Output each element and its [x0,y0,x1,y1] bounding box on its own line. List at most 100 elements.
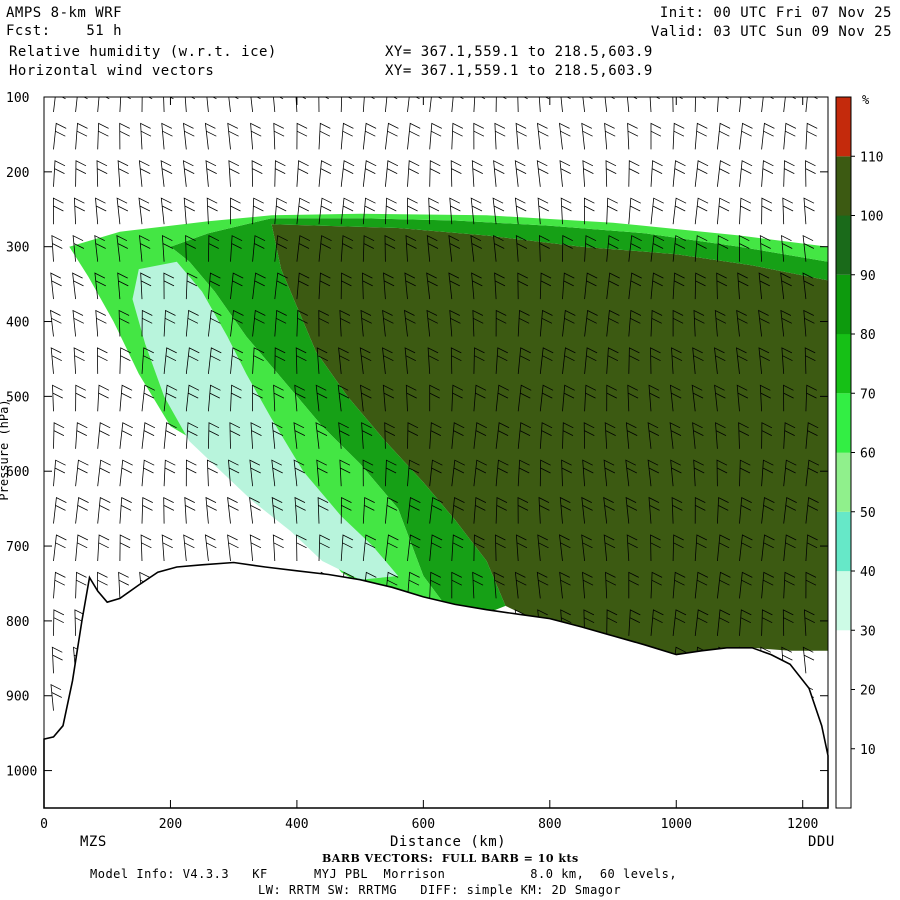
wind-barb [184,97,196,113]
wind-barb [163,347,177,374]
wind-barb [671,347,683,374]
wind-barb [562,309,576,337]
wind-barb [385,459,397,487]
wind-barb [294,384,306,412]
wind-barb [783,459,797,487]
colorbar-label: 50 [860,506,876,521]
wind-barb [473,534,485,562]
wind-barb [739,496,752,524]
wind-barb [227,122,239,150]
colorbar-unit: % [862,93,870,107]
wind-barb [669,384,682,412]
wind-barb [117,272,129,300]
wind-barb [141,309,153,337]
wind-barb [517,347,531,374]
wind-barb [316,459,328,487]
colorbar-swatch [836,334,851,394]
wind-barb [230,272,244,300]
wind-barb [650,160,663,187]
wind-barb [647,459,660,487]
wind-barb [805,384,817,412]
wind-barb [273,122,285,150]
wind-barb [628,272,642,300]
wind-barb [805,534,818,562]
wind-barb [208,272,221,300]
wind-barb [184,496,196,524]
wind-barb [495,384,509,412]
wind-barb [407,97,420,113]
wind-barb [562,422,574,449]
wind-barb [650,609,664,636]
wind-barb [562,235,573,262]
wind-barb [183,534,195,562]
wind-barb [53,122,67,150]
wind-barb [208,347,222,374]
wind-barb [650,197,664,225]
wind-barb [473,384,487,412]
wind-barb [318,122,331,150]
wind-barb [471,272,483,300]
wind-barb [650,235,665,262]
colorbar-label: 20 [860,684,876,699]
wind-barb [650,309,663,337]
wind-barb [96,160,108,187]
wind-barb [206,197,218,225]
wind-barb [97,97,110,113]
wind-barb [317,496,329,524]
wind-barb [141,422,156,449]
wind-barb [119,384,133,412]
wind-barb [163,384,178,412]
wind-barb [560,97,571,113]
wind-barb [339,309,351,337]
wind-barb [272,534,284,562]
wind-barb [97,496,111,524]
y-tick-label: 200 [6,166,29,181]
wind-barb [693,459,705,487]
wind-barb [429,384,440,412]
wind-barb [559,534,571,562]
barb-vectors-note: BARB VECTORS: FULL BARB = 10 kts [322,852,579,865]
colorbar-swatch [836,215,851,275]
wind-barb [584,235,597,262]
wind-barb [717,534,731,562]
wind-barb [362,197,376,225]
wind-barb [517,272,529,300]
wind-barb [228,97,239,113]
wind-barb [739,97,752,113]
wind-barb [495,459,509,487]
wind-barb [385,160,399,187]
wind-barb [761,122,775,150]
wind-barb [761,197,773,225]
wind-barb [628,160,640,187]
wind-barb [692,422,704,449]
wind-barb [404,272,416,300]
wind-barb [694,571,709,599]
wind-barb [672,235,686,262]
model-info-line1: Model Info: V4.3.3 KF MYJ PBL Morrison 8… [90,867,678,881]
wind-barb [738,422,750,449]
wind-barb [252,235,266,262]
wind-barb [517,496,529,524]
wind-barb [141,459,155,487]
wind-barb [116,235,128,262]
wind-barb [493,235,505,262]
wind-barb [274,272,288,300]
wind-barb [562,347,576,374]
wind-barb [96,347,108,374]
wind-barb [72,272,84,300]
wind-barb [473,347,485,374]
wind-barb [517,97,528,113]
wind-barb [252,309,266,337]
wind-barb [183,197,195,225]
wind-barb [318,160,332,187]
wind-barb [761,571,774,599]
wind-barb [227,534,239,562]
wind-barb [648,496,660,524]
wind-barb [670,459,682,487]
wind-barb [470,197,483,225]
wind-barb [230,197,241,225]
colorbar-swatch [836,511,851,572]
wind-barb [717,197,730,225]
wind-barb [271,459,283,487]
